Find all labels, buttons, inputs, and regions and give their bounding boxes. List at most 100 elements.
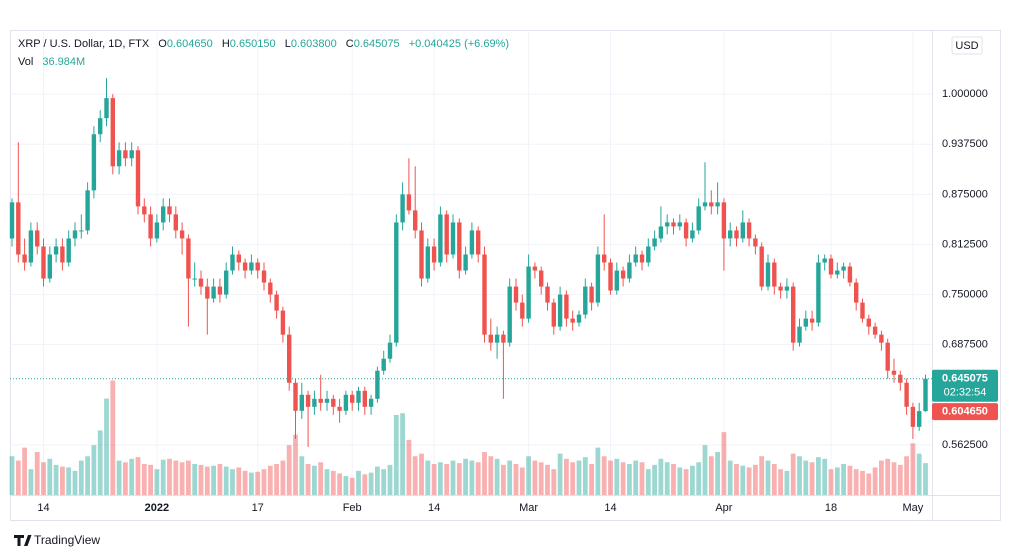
x-tick-label: Mar [519,502,538,514]
volume-bar [412,456,418,495]
volume-bar [167,458,172,495]
candle-body [110,98,115,167]
candle-body [677,222,682,227]
candle-body [646,246,651,263]
volume-bar [860,470,865,495]
volume-bar [91,445,97,495]
candle-body [709,202,714,207]
candle-body [148,214,153,239]
volume-bar [771,464,777,495]
volume-bar [249,472,254,495]
volume-bar [242,470,248,495]
candle-body [797,326,802,343]
volume-bar [696,462,702,495]
volume-bar [664,462,670,495]
volume-bar [715,451,720,495]
candle-body [261,270,267,283]
volume-bar [627,464,632,495]
volume-bar [601,456,607,495]
open-price-badge [932,403,998,421]
legend-change: +0.040425 (+6.69%) [409,38,509,50]
legend-key: O [158,38,167,50]
candle-body [526,266,531,319]
candle-body [564,294,569,319]
volume-bar [853,469,859,495]
volume-bar [362,474,368,495]
candle-body [482,254,487,335]
candle-body [268,282,273,295]
candle-body [627,262,632,279]
brand-name: TradingView [34,533,100,547]
candle-body [9,202,15,239]
candle-body [255,262,260,271]
candle-body [595,254,601,303]
countdown-label: 02:32:54 [944,387,987,399]
candle-body [822,258,827,263]
volume-bar [494,458,500,495]
candle-body [614,270,619,291]
candle-body [450,222,456,255]
volume-bar [526,456,531,495]
volume-bar [589,464,594,495]
candle-body [898,374,903,383]
candle-body [368,398,374,407]
candle-body [350,394,355,403]
volume-bar [419,453,424,495]
candle-body [683,222,689,239]
volume-bar [557,453,563,495]
candle-body [658,226,664,239]
candle-body [696,206,701,231]
candle-body [608,262,613,291]
candle-body [22,254,27,263]
volume-bar [765,460,771,495]
volume-bar [677,467,683,495]
candle-body [116,150,122,167]
candle-body [438,214,443,263]
candle-body [16,202,21,255]
volume-bar [816,457,821,495]
candle-body [570,318,575,323]
candle-body [324,398,330,403]
volume-bar [110,380,116,495]
candle-body [28,230,34,263]
candle-body [381,358,386,371]
volume-bar [60,466,65,495]
candle-body [532,266,538,271]
candle-body [501,334,506,343]
candle-body [809,318,815,323]
candle-body [715,202,720,207]
volume-bar [41,462,46,495]
volume-bar [261,469,267,495]
candle-body [211,286,216,299]
candle-body [293,382,298,411]
candle-body [66,238,71,263]
volume-bar [286,445,292,495]
volume-bar [576,460,582,495]
candle-body [154,222,160,239]
volume-bar [708,456,714,495]
volume-bar [551,469,557,495]
volume-bar [759,456,765,495]
candle-body [413,210,418,231]
candle-body [652,238,657,247]
volume-bar [645,469,651,495]
volume-bar [337,473,342,495]
candle-body [274,294,279,311]
volume-bar [652,464,657,495]
volume-bar [614,458,620,495]
volume-bar [797,456,802,495]
currency-label[interactable]: USD [955,40,978,52]
volume-bar [431,464,437,495]
candle-body [488,334,493,343]
candle-body [287,334,292,383]
candle-body [885,342,890,371]
candle-body [879,334,884,343]
legend-key: C [346,38,354,50]
candle-body [406,194,412,211]
candle-body [431,246,437,263]
currency-badge[interactable] [951,36,983,55]
legend-ohlc: XRP / U.S. Dollar, 1D, FTX O0.604650 H0.… [18,38,509,50]
volume-bar [400,413,405,495]
candle-body [847,266,853,283]
